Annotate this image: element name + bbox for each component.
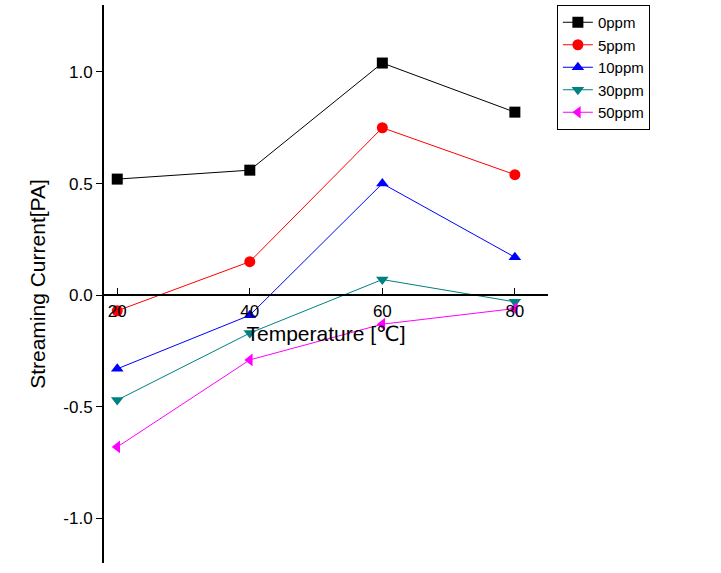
svg-text:Temperature [℃]: Temperature [℃] xyxy=(247,322,406,345)
svg-text:40: 40 xyxy=(240,302,259,321)
svg-text:1.0: 1.0 xyxy=(69,63,93,82)
svg-text:0.5: 0.5 xyxy=(69,175,93,194)
svg-text:10ppm: 10ppm xyxy=(598,59,644,76)
svg-text:-0.5: -0.5 xyxy=(63,398,92,417)
svg-text:60: 60 xyxy=(373,302,392,321)
svg-text:30ppm: 30ppm xyxy=(598,82,644,99)
svg-text:80: 80 xyxy=(505,302,524,321)
svg-text:5ppm: 5ppm xyxy=(598,37,636,54)
svg-text:Streaming Current[PA]: Streaming Current[PA] xyxy=(26,179,49,389)
svg-text:20: 20 xyxy=(108,302,127,321)
svg-text:-1.0: -1.0 xyxy=(63,509,92,528)
svg-text:0ppm: 0ppm xyxy=(598,14,636,31)
svg-text:0.0: 0.0 xyxy=(69,286,93,305)
svg-text:50ppm: 50ppm xyxy=(598,104,644,121)
